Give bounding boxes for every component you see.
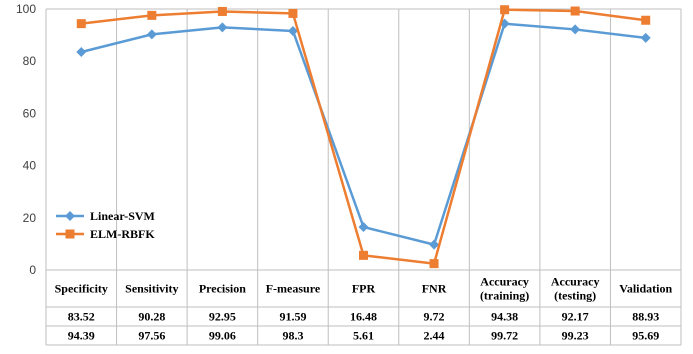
- data-table-value: 2.44: [424, 329, 445, 343]
- y-tick-label: 20: [23, 211, 37, 225]
- series-lines: [76, 5, 651, 269]
- legend: Linear-SVM ELM-RBFK: [56, 209, 155, 241]
- data-point-marker: [640, 32, 651, 43]
- category-label: Validation: [619, 282, 672, 296]
- category-label: Sensitivity: [125, 282, 178, 296]
- data-point-marker: [288, 8, 298, 18]
- data-point-marker: [147, 10, 157, 20]
- category-label: F-measure: [266, 282, 321, 296]
- data-table-value: 90.28: [138, 310, 165, 324]
- data-point-marker: [76, 47, 87, 58]
- data-table-value: 98.3: [282, 329, 303, 343]
- data-point-marker: [217, 22, 228, 33]
- category-label: Specificity: [55, 282, 108, 296]
- data-table-value: 91.59: [279, 310, 306, 324]
- data-point-marker: [76, 19, 86, 29]
- data-table-value: 5.61: [353, 329, 374, 343]
- data-point-marker: [287, 25, 298, 36]
- legend-marker: [65, 211, 75, 221]
- category-label: Accuracy: [551, 275, 600, 289]
- data-point-marker: [570, 24, 581, 35]
- data-table-value: 97.56: [138, 329, 165, 343]
- data-table-value: 94.38: [491, 310, 518, 324]
- legend-label: Linear-SVM: [90, 209, 155, 223]
- data-table: Specificity Sensitivity Precision F-measure…: [46, 269, 681, 346]
- category-label: (training): [480, 289, 529, 303]
- category-label: FNR: [422, 282, 447, 296]
- y-tick-label: 40: [23, 159, 37, 173]
- data-table-value: 99.06: [209, 329, 236, 343]
- data-point-marker: [359, 250, 368, 260]
- data-table-value: 94.39: [68, 329, 95, 343]
- y-tick-label: 60: [23, 106, 37, 120]
- data-table-value: 92.17: [562, 310, 589, 324]
- y-tick-label: 100: [16, 2, 36, 16]
- legend-marker: [65, 229, 75, 239]
- data-point-marker: [570, 6, 580, 16]
- data-table-value: 9.72: [424, 310, 445, 324]
- data-table-value: 99.23: [562, 329, 589, 343]
- data-point-marker: [429, 239, 440, 250]
- data-table-value: 88.93: [632, 310, 659, 324]
- category-label: Precision: [199, 282, 246, 296]
- legend-label: ELM-RBFK: [90, 227, 155, 241]
- data-table-value: 92.95: [209, 310, 236, 324]
- data-table-value: 83.52: [68, 310, 95, 324]
- data-point-marker: [500, 5, 510, 15]
- data-point-marker: [358, 221, 369, 232]
- data-table-value: 95.69: [632, 329, 659, 343]
- category-label: (testing): [554, 289, 596, 303]
- y-tick-label: 0: [29, 263, 36, 277]
- data-point-marker: [146, 29, 157, 40]
- y-tick-label: 80: [23, 54, 37, 68]
- gridlines: [45, 8, 682, 345]
- category-label: Accuracy: [480, 275, 529, 289]
- data-point-marker: [217, 6, 227, 16]
- data-point-marker: [641, 15, 651, 25]
- series-line: [80, 22, 646, 246]
- data-table-value: 99.72: [491, 329, 518, 343]
- y-axis-ticks: 0 20 40 60 80 100: [16, 2, 36, 277]
- data-point-marker: [429, 259, 439, 269]
- data-table-value: 16.48: [350, 310, 377, 324]
- category-label: FPR: [352, 282, 376, 296]
